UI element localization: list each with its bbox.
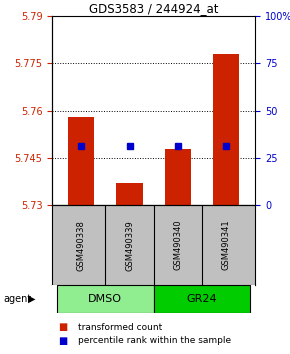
Text: ■: ■ — [58, 322, 67, 332]
Title: GDS3583 / 244924_at: GDS3583 / 244924_at — [89, 2, 218, 15]
Text: ■: ■ — [58, 336, 67, 346]
Text: GR24: GR24 — [187, 294, 217, 304]
Text: transformed count: transformed count — [78, 323, 163, 332]
Bar — [165, 149, 191, 205]
Bar — [68, 117, 95, 205]
Text: GSM490341: GSM490341 — [222, 220, 231, 270]
Bar — [213, 54, 240, 205]
Text: GSM490338: GSM490338 — [77, 220, 86, 270]
Bar — [57, 285, 154, 313]
Bar — [116, 183, 143, 205]
Bar — [154, 285, 250, 313]
Text: percentile rank within the sample: percentile rank within the sample — [78, 336, 231, 346]
Text: agent: agent — [3, 294, 31, 304]
Text: GSM490340: GSM490340 — [173, 220, 182, 270]
Text: GSM490339: GSM490339 — [125, 220, 134, 270]
Text: DMSO: DMSO — [88, 294, 122, 304]
Text: ▶: ▶ — [28, 294, 35, 304]
